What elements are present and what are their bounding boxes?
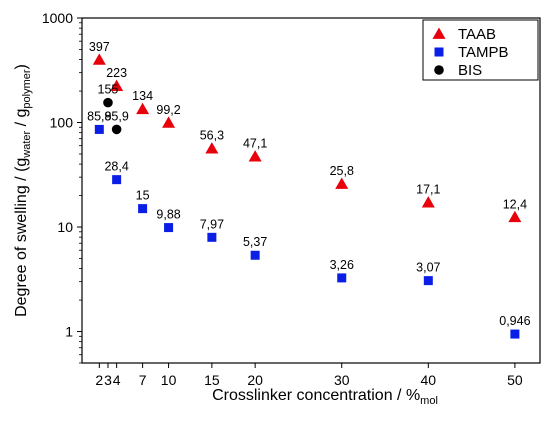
taab-data-label: 25,8: [330, 164, 354, 178]
x-tick-label: 30: [334, 372, 350, 388]
taab-point: [421, 196, 435, 208]
taab-data-label: 12,4: [503, 197, 527, 211]
taab-point: [205, 142, 219, 154]
tampb-data-label: 5,37: [243, 235, 267, 249]
taab-point: [508, 210, 522, 223]
plot-frame: [81, 17, 541, 364]
taab-data-label: 223: [106, 66, 127, 80]
taab-point: [335, 177, 349, 189]
tampb-point: [423, 276, 433, 286]
tampb-point: [94, 124, 104, 134]
legend-bis-label: BIS: [458, 62, 482, 79]
legend-taab-marker: [432, 27, 446, 39]
bis-point: [103, 97, 113, 108]
tampb-data-label: 15: [136, 189, 150, 203]
y-axis-title-part: ): [13, 64, 30, 69]
y-axis-title: Degree of swelling / (gwater / gpolymer): [13, 64, 33, 317]
y-tick-label: 100: [50, 115, 74, 131]
taab-point: [110, 79, 124, 91]
y-tick-label: 10: [57, 219, 73, 235]
tampb-point: [112, 175, 122, 185]
legend-bis-marker: [434, 65, 444, 75]
taab-data-label: 134: [132, 89, 153, 103]
taab-data-label: 99,2: [156, 103, 180, 117]
y-tick-label: 1: [65, 324, 73, 340]
tampb-point: [138, 204, 148, 214]
y-axis-title-part: Degree of swelling / (g: [13, 158, 30, 317]
x-tick-label: 2: [95, 372, 103, 388]
tampb-data-label: 28,4: [104, 160, 128, 174]
taab-data-label: 397: [89, 40, 110, 54]
taab-data-label: 47,1: [243, 137, 267, 151]
taab-data-label: 17,1: [416, 183, 440, 197]
tampb-data-label: 7,97: [200, 217, 224, 231]
bis-data-label: 155: [98, 83, 119, 97]
x-axis-title: Crosslinker concentration / %mol: [212, 387, 438, 407]
bis-point: [111, 124, 122, 135]
legend-tampb-marker: [434, 47, 444, 57]
x-axis-title-main: Crosslinker concentration / %: [212, 387, 420, 404]
tampb-data-label: 85,9: [87, 109, 111, 123]
tampb-point: [510, 329, 520, 339]
taab-point: [162, 116, 176, 128]
taab-point: [248, 150, 262, 162]
tampb-data-label: 3,26: [330, 258, 354, 272]
y-axis-title-part: polymer: [21, 69, 33, 108]
tampb-data-label: 3,07: [416, 261, 440, 275]
tampb-point: [207, 232, 217, 242]
tampb-data-label: 0,946: [499, 314, 530, 328]
taab-data-label: 56,3: [200, 129, 224, 143]
x-tick-label: 50: [507, 372, 523, 388]
x-tick-label: 4: [113, 372, 121, 388]
taab-point: [92, 53, 106, 65]
y-axis-title-part: / g: [13, 109, 30, 131]
y-tick-label: 1000: [42, 10, 73, 26]
x-tick-label: 3: [104, 372, 112, 388]
tampb-point: [164, 223, 174, 233]
x-tick-label: 20: [247, 372, 263, 388]
bis-data-label: 85,9: [104, 109, 128, 123]
legend-taab-label: TAAB: [458, 26, 496, 43]
y-axis-title-part: water: [21, 130, 33, 158]
legend-tampb-label: TAMPB: [458, 44, 509, 61]
taab-point: [136, 102, 150, 115]
x-tick-label: 7: [139, 372, 147, 388]
tampb-data-label: 9,88: [156, 208, 180, 222]
tampb-point: [337, 273, 347, 283]
x-tick-label: 10: [161, 372, 177, 388]
x-tick-label: 40: [421, 372, 437, 388]
x-tick-label: 15: [204, 372, 220, 388]
x-axis-title-sub: mol: [420, 395, 438, 407]
tampb-point: [250, 250, 260, 260]
